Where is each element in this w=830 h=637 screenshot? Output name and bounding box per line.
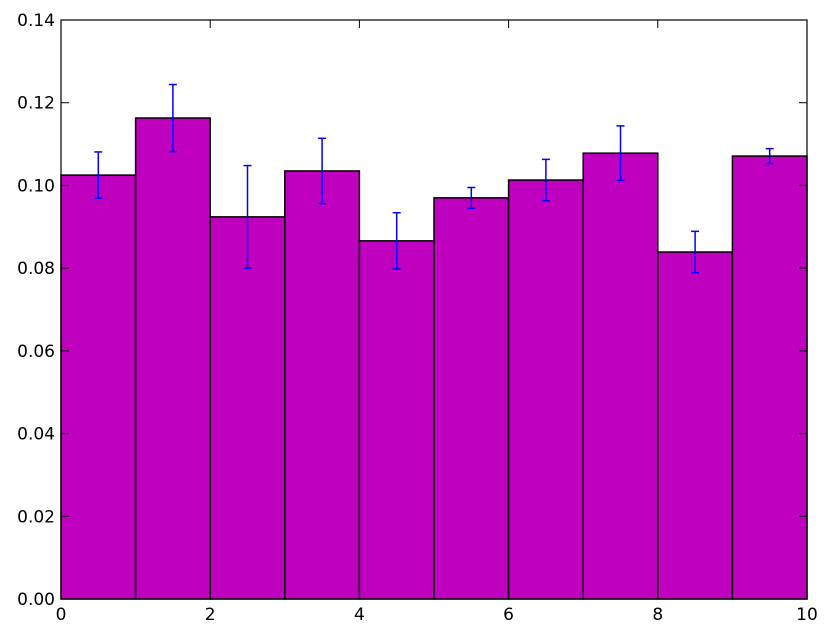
bar [582, 152, 659, 600]
error-bar [318, 137, 327, 205]
bar [60, 174, 137, 600]
error-bar [541, 158, 550, 202]
y-tick-label: 0.02 [17, 507, 55, 527]
x-tick-label: 6 [503, 605, 514, 625]
x-tick-label: 10 [796, 605, 818, 625]
bar [209, 216, 286, 600]
bar [284, 170, 361, 600]
bar [433, 197, 510, 600]
bar [358, 240, 435, 600]
y-tick-label: 0.10 [17, 176, 55, 196]
x-tick-label: 4 [354, 605, 365, 625]
x-tick-label: 0 [56, 605, 67, 625]
error-bar [392, 211, 401, 270]
error-bar [94, 151, 103, 199]
error-bar [616, 125, 625, 182]
y-tick-label: 0.06 [17, 342, 55, 362]
y-tick-label: 0.00 [17, 590, 55, 610]
y-tick-label: 0.14 [17, 11, 55, 31]
bar [134, 117, 211, 600]
bar [731, 155, 808, 600]
error-bar [765, 147, 774, 165]
y-tick-label: 0.04 [17, 425, 55, 445]
x-tick-label: 2 [205, 605, 216, 625]
bar [507, 179, 584, 600]
error-bar [243, 164, 252, 269]
y-tick-label: 0.08 [17, 259, 55, 279]
error-bar [467, 186, 476, 209]
bar [657, 251, 734, 600]
x-tick-label: 8 [652, 605, 663, 625]
plot-frame [60, 19, 808, 600]
error-bar [691, 230, 700, 274]
error-bar [168, 83, 177, 153]
y-tick-label: 0.12 [17, 94, 55, 114]
